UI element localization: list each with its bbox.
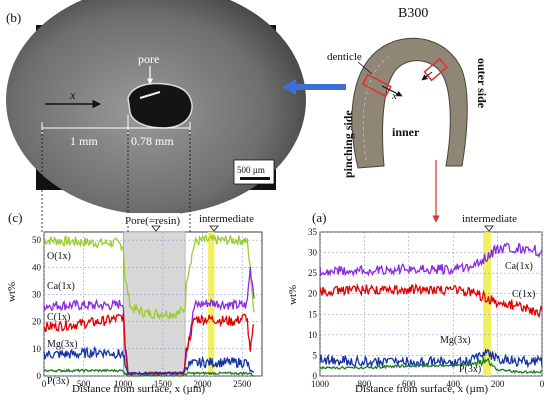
specimen-x-arrow-left (381, 85, 403, 97)
chart-c-series-p3x (43, 368, 255, 377)
pinching-side-label: pinching side (341, 110, 355, 178)
micrograph: pore x 1 mm 0.78 mm 500 µm (6, 0, 306, 215)
chart-a-plot: 0 5 10 15 20 25 30 35 1000 800 600 400 200 0 Ca(1x) C(1… (308, 227, 545, 389)
chart-c-ytick-label: 20 (32, 317, 42, 327)
chart-a-ytick-label: 15 (308, 309, 318, 319)
blue-arrow (282, 79, 346, 95)
chart-a-xtick-label: 600 (402, 379, 416, 389)
chart-a-ytick-label: 5 (313, 350, 318, 360)
outer-side-label: outer side (475, 58, 489, 109)
sample-box-left (361, 73, 392, 98)
chart-c-xlabel: Distance from surface, x (µm) (72, 383, 205, 395)
micrograph-x-label: x (69, 88, 76, 102)
denticle-pointer (357, 61, 373, 75)
panel-b-label: (b) (6, 10, 21, 25)
pore-shape (127, 82, 193, 129)
chart-c-series-label: Ca(1x) (47, 281, 75, 292)
chart-c-series-label: P(3x) (47, 376, 69, 387)
chart-a-ytick-label: 30 (308, 248, 318, 258)
scalebar-bar (240, 177, 270, 180)
scalebar-label: 500 µm (237, 165, 265, 175)
chart-a-ytick-label: 10 (308, 330, 318, 340)
chart-c-xtick-label: 500 (77, 379, 91, 389)
chart-a-series-c1x (319, 282, 543, 319)
chart-a-xtick-label: 0 (540, 379, 545, 389)
specimen-x-label: x (391, 90, 397, 102)
chart-c-series-mg3x (43, 345, 255, 376)
inner-label: inner (392, 125, 420, 139)
intermediate-down-arrow-c (209, 225, 219, 232)
pore-down-arrow (151, 225, 161, 232)
chart-a-xtick-label: 1000 (311, 379, 330, 389)
chart-c-series-o1x (43, 233, 255, 321)
chart-a: (a) wt% Distance from surface, x (µm) in… (287, 210, 517, 395)
chart-c-intermediate-label: intermediate (199, 213, 254, 225)
chart-c-series-label: O(1x) (47, 251, 71, 262)
specimen-title: B300 (398, 6, 428, 21)
chart-c-xtick-label: 2000 (194, 379, 213, 389)
chart-a-series-label: Ca(1x) (505, 261, 533, 272)
chart-c-ytick-label: 0 (37, 371, 42, 381)
chart-a-series-label: P(3x) (459, 364, 481, 375)
chart-a-ytick-label: 35 (308, 227, 318, 237)
chart-a-ytick-label: 0 (313, 371, 318, 381)
chart-c-ytick-label: 10 (32, 344, 42, 354)
dim-1-label: 1 mm (70, 134, 98, 148)
chart-c-xtick-label: 1000 (114, 379, 133, 389)
chart-a-xtick-label: 200 (491, 379, 505, 389)
chart-a-ytick-label: 20 (308, 289, 318, 299)
specimen: B300 denticle x pinching side outer side… (327, 6, 489, 178)
chart-a-ytick-label: 25 (308, 268, 318, 278)
chart-a-xlabel: Distance from surface, x (µm) (355, 383, 488, 395)
chart-a-xtick-label: 400 (446, 379, 460, 389)
denticle-label: denticle (327, 51, 362, 63)
chart-a-series-label: C(1x) (512, 289, 535, 300)
pore-region-band (122, 231, 186, 377)
chart-a-series-mg3x (319, 347, 543, 369)
intermediate-down-arrow-a (484, 225, 494, 232)
chart-a-intermediate-label: intermediate (462, 213, 517, 225)
chart-c-xtick-label: 1500 (154, 379, 173, 389)
chart-c-ytick-label: 40 (32, 262, 42, 272)
chart-c-pore-label: Pore(=resin) (125, 215, 180, 227)
dim-2-label: 0.78 mm (131, 134, 174, 148)
chart-c-series-label: Mg(3x) (47, 339, 78, 350)
chart-a-series-p3x (319, 357, 543, 374)
chart-c-ytick-label: 50 (32, 235, 42, 245)
chart-c-series-c1x (43, 313, 255, 376)
chart-a-series-label: Mg(3x) (440, 335, 471, 346)
chart-a-panel-label: (a) (312, 210, 326, 225)
chart-a-ylabel: wt% (287, 285, 299, 305)
chart-c-xtick-label: 0 (42, 379, 47, 389)
chart-a-series-ca1x (319, 242, 543, 278)
pore-highlight (139, 91, 161, 99)
chart-c: (c) wt% Distance from surface, x (µm) Po… (6, 210, 254, 395)
chart-c-panel-label: (c) (8, 210, 22, 225)
specimen-x-arrow-right (421, 71, 433, 81)
chart-c-series-label: C(1x) (47, 312, 70, 323)
chart-c-ylabel: wt% (6, 282, 18, 302)
specimen-shape (351, 37, 468, 169)
intermediate-band-a (483, 232, 491, 376)
intermediate-band-c (208, 232, 215, 376)
chart-c-xtick-label: 2500 (233, 379, 252, 389)
chart-c-ytick-label: 30 (32, 289, 42, 299)
chart-a-xtick-label: 800 (358, 379, 372, 389)
pore-label: pore (138, 52, 159, 66)
